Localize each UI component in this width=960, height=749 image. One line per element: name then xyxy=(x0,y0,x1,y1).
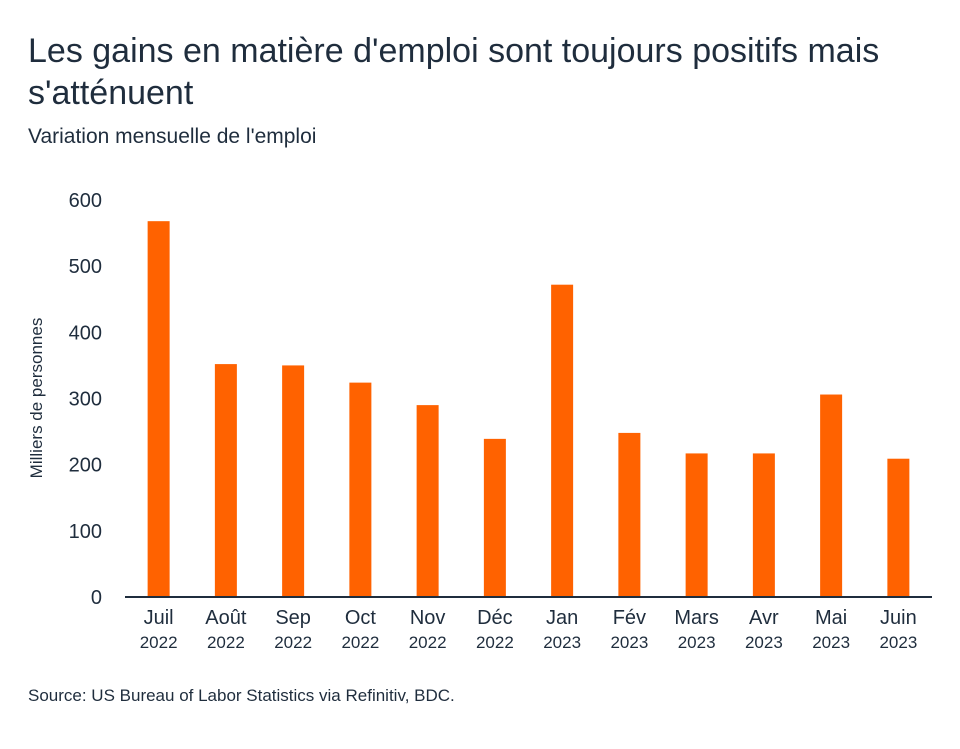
bar xyxy=(551,284,574,597)
bar xyxy=(820,394,843,597)
y-axis-label: Milliers de personnes xyxy=(27,318,46,479)
bar xyxy=(214,364,237,597)
y-tick-label: 500 xyxy=(69,256,102,278)
x-tick-label-year: 2022 xyxy=(207,633,245,652)
x-tick-label-year: 2023 xyxy=(812,633,850,652)
x-tick-label-year: 2023 xyxy=(543,633,581,652)
bar xyxy=(416,405,439,597)
y-tick-label: 400 xyxy=(69,322,102,344)
x-tick-label-month: Mai xyxy=(815,607,847,629)
x-tick-label-month: Juil xyxy=(144,607,174,629)
source-note: Source: US Bureau of Labor Statistics vi… xyxy=(28,686,455,705)
bar xyxy=(483,438,506,597)
x-tick-label-year: 2022 xyxy=(274,633,312,652)
x-tick-label-year: 2023 xyxy=(745,633,783,652)
x-tick-label-month: Avr xyxy=(749,607,779,629)
x-tick-label-year: 2022 xyxy=(409,633,447,652)
y-tick-label: 600 xyxy=(69,190,102,212)
y-tick-label: 0 xyxy=(91,587,102,609)
x-tick-label-month: Fév xyxy=(613,607,646,629)
x-axis-labels: Juil 2022 Août 2022 Sep 2022 Oct 2022 Nov 2022 Déc… xyxy=(140,607,918,652)
x-tick-label-month: Juin xyxy=(880,607,917,629)
x-tick-label-month: Oct xyxy=(345,607,377,629)
bar xyxy=(147,221,170,597)
y-tick-label: 300 xyxy=(69,389,102,411)
x-tick-label-year: 2022 xyxy=(341,633,379,652)
y-tick-label: 100 xyxy=(69,521,102,543)
bar xyxy=(887,458,910,597)
x-tick-label-month: Sep xyxy=(275,607,311,629)
bar xyxy=(752,453,775,597)
x-tick-label-month: Août xyxy=(205,607,247,629)
x-tick-label-year: 2023 xyxy=(879,633,917,652)
y-axis-ticks: 0 100 200 300 400 500 600 xyxy=(69,190,102,609)
y-tick-label: 200 xyxy=(69,455,102,477)
bar xyxy=(685,453,708,597)
x-tick-label-year: 2022 xyxy=(140,633,178,652)
x-tick-label-year: 2023 xyxy=(610,633,648,652)
x-tick-label-month: Jan xyxy=(546,607,578,629)
x-tick-label-month: Mars xyxy=(674,607,718,629)
x-tick-label-month: Déc xyxy=(477,607,513,629)
chart-subtitle: Variation mensuelle de l'emploi xyxy=(28,125,317,148)
x-tick-label-year: 2022 xyxy=(476,633,514,652)
bars xyxy=(147,221,910,597)
bar xyxy=(618,432,641,597)
x-tick-label-year: 2023 xyxy=(678,633,716,652)
chart-title: Les gains en matière d'emploi sont toujo… xyxy=(28,32,880,112)
bar xyxy=(349,382,372,597)
bar xyxy=(282,365,305,597)
x-tick-label-month: Nov xyxy=(410,607,446,629)
